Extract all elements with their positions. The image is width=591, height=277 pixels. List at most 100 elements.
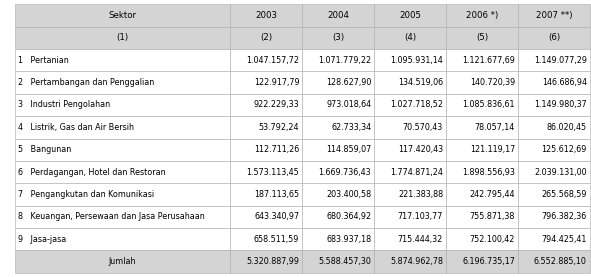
Bar	[15, 116, 230, 138]
Text: 6.552.885,10: 6.552.885,10	[534, 257, 587, 266]
Text: 717.103,77: 717.103,77	[398, 212, 443, 221]
Bar	[518, 49, 590, 71]
Text: 2   Pertambangan dan Penggalian: 2 Pertambangan dan Penggalian	[18, 78, 155, 87]
Bar	[374, 4, 446, 27]
Bar	[303, 250, 374, 273]
Bar	[518, 206, 590, 228]
Bar	[446, 206, 518, 228]
Bar	[15, 27, 230, 49]
Bar	[15, 228, 230, 250]
Bar	[230, 228, 303, 250]
Text: 242.795,44: 242.795,44	[469, 190, 515, 199]
Bar	[230, 138, 303, 161]
Bar	[15, 161, 230, 183]
Bar	[303, 94, 374, 116]
Text: Jumlah: Jumlah	[109, 257, 137, 266]
Text: 112.711,26: 112.711,26	[254, 145, 300, 154]
Bar	[230, 27, 303, 49]
Bar	[303, 228, 374, 250]
Bar	[374, 183, 446, 206]
Text: 2003: 2003	[255, 11, 277, 20]
Bar	[374, 27, 446, 49]
Text: 794.425,41: 794.425,41	[541, 235, 587, 244]
Bar	[374, 228, 446, 250]
Text: 2005: 2005	[399, 11, 421, 20]
Bar	[518, 250, 590, 273]
Bar	[303, 183, 374, 206]
Text: 796.382,36: 796.382,36	[541, 212, 587, 221]
Text: 683.937,18: 683.937,18	[326, 235, 371, 244]
Bar	[15, 71, 230, 94]
Text: (6): (6)	[548, 33, 560, 42]
Text: 70.570,43: 70.570,43	[403, 123, 443, 132]
Text: 6   Perdagangan, Hotel dan Restoran: 6 Perdagangan, Hotel dan Restoran	[18, 168, 166, 176]
Bar	[303, 206, 374, 228]
Text: 1.095.931,14: 1.095.931,14	[390, 56, 443, 65]
Text: 1.121.677,69: 1.121.677,69	[462, 56, 515, 65]
Text: 2007 **): 2007 **)	[535, 11, 572, 20]
Bar	[518, 94, 590, 116]
Text: 752.100,42: 752.100,42	[470, 235, 515, 244]
Bar	[15, 138, 230, 161]
Bar	[374, 138, 446, 161]
Bar	[446, 49, 518, 71]
Text: 1.573.113,45: 1.573.113,45	[246, 168, 300, 176]
Bar	[15, 49, 230, 71]
Bar	[374, 94, 446, 116]
Text: 680.364,92: 680.364,92	[326, 212, 371, 221]
Bar	[518, 4, 590, 27]
Bar	[446, 94, 518, 116]
Text: 5.320.887,99: 5.320.887,99	[246, 257, 300, 266]
Bar	[446, 228, 518, 250]
Bar	[374, 116, 446, 138]
Text: 1.027.718,52: 1.027.718,52	[390, 101, 443, 109]
Text: 7   Pengangkutan dan Komunikasi: 7 Pengangkutan dan Komunikasi	[18, 190, 154, 199]
Text: 2004: 2004	[327, 11, 349, 20]
Bar	[303, 138, 374, 161]
Bar	[230, 116, 303, 138]
Text: 128.627,90: 128.627,90	[326, 78, 371, 87]
Text: 1.898.556,93: 1.898.556,93	[462, 168, 515, 176]
Text: 134.519,06: 134.519,06	[398, 78, 443, 87]
Bar	[303, 27, 374, 49]
Text: 221.383,88: 221.383,88	[398, 190, 443, 199]
Text: (3): (3)	[332, 33, 345, 42]
Text: 658.511,59: 658.511,59	[254, 235, 300, 244]
Bar	[518, 228, 590, 250]
Text: 1.149.077,29: 1.149.077,29	[534, 56, 587, 65]
Bar	[230, 161, 303, 183]
Text: 1   Pertanian: 1 Pertanian	[18, 56, 69, 65]
Bar	[446, 161, 518, 183]
Bar	[303, 71, 374, 94]
Text: 2.039.131,00: 2.039.131,00	[534, 168, 587, 176]
Text: 8   Keuangan, Persewaan dan Jasa Perusahaan: 8 Keuangan, Persewaan dan Jasa Perusahaa…	[18, 212, 205, 221]
Text: 121.119,17: 121.119,17	[470, 145, 515, 154]
Text: 922.229,33: 922.229,33	[254, 101, 300, 109]
Text: (2): (2)	[260, 33, 272, 42]
Text: 643.340,97: 643.340,97	[254, 212, 300, 221]
Text: 53.792,24: 53.792,24	[259, 123, 300, 132]
Bar	[518, 183, 590, 206]
Bar	[374, 71, 446, 94]
Bar	[446, 183, 518, 206]
Text: 203.400,58: 203.400,58	[326, 190, 371, 199]
Bar	[446, 27, 518, 49]
Text: 187.113,65: 187.113,65	[254, 190, 300, 199]
Bar	[15, 183, 230, 206]
Text: 1.085.836,61: 1.085.836,61	[463, 101, 515, 109]
Text: 3   Industri Pengolahan: 3 Industri Pengolahan	[18, 101, 111, 109]
Bar	[230, 94, 303, 116]
Bar	[230, 206, 303, 228]
Bar	[374, 250, 446, 273]
Bar	[303, 49, 374, 71]
Bar	[303, 161, 374, 183]
Bar	[230, 183, 303, 206]
Bar	[230, 250, 303, 273]
Text: 1.047.157,72: 1.047.157,72	[246, 56, 300, 65]
Text: 140.720,39: 140.720,39	[470, 78, 515, 87]
Text: 125.612,69: 125.612,69	[541, 145, 587, 154]
Text: (5): (5)	[476, 33, 488, 42]
Bar	[374, 206, 446, 228]
Bar	[15, 4, 230, 27]
Bar	[518, 27, 590, 49]
